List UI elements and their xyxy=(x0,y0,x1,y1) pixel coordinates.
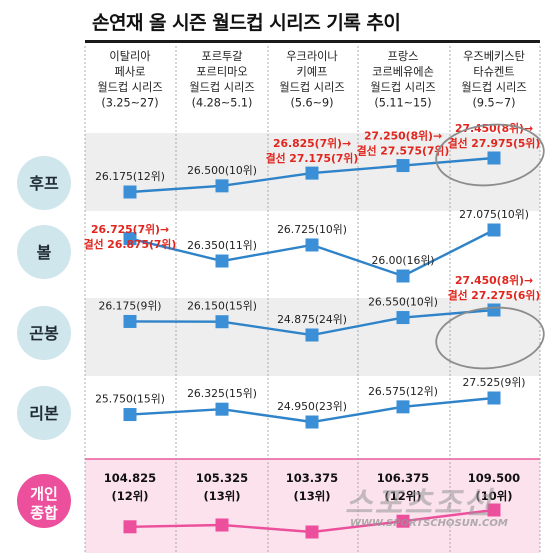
column-header-line: 월드컵 시리즈 xyxy=(189,81,254,94)
data-label: 27.075(10위) xyxy=(459,208,529,221)
data-label: 26.150(15위) xyxy=(187,300,257,313)
series-name-label: 곤봉 xyxy=(29,324,59,343)
data-point-marker xyxy=(396,159,410,173)
data-label: 26.175(9위) xyxy=(98,299,161,312)
data-point-marker xyxy=(396,311,410,325)
series-name-label: 볼 xyxy=(37,243,52,262)
data-label: 27.450(8위)→ xyxy=(455,274,533,287)
total-point-marker xyxy=(487,503,501,517)
watermark-url: WWW.SPORTSCHOSUN.COM xyxy=(350,518,508,529)
column-header-line: 우크라이나 xyxy=(286,50,337,63)
total-rank-label: (12위) xyxy=(111,489,148,503)
data-point-marker xyxy=(215,254,229,268)
data-label: 25.750(15위) xyxy=(95,393,165,406)
data-point-marker xyxy=(305,328,319,342)
highlight-ellipse xyxy=(435,123,545,187)
column-header-line: 프랑스 xyxy=(388,50,419,63)
data-point-marker xyxy=(487,223,501,237)
title-rule xyxy=(85,40,540,43)
watermark-logo: 스포츠조선 xyxy=(345,486,493,521)
total-value-label: 109.500 xyxy=(468,471,520,485)
data-label: 26.575(12위) xyxy=(368,385,438,398)
column-header-line: (3.25~27) xyxy=(101,97,158,110)
column-header-line: 월드컵 시리즈 xyxy=(97,81,162,94)
data-point-marker xyxy=(123,314,137,328)
data-point-marker xyxy=(305,166,319,180)
total-point-marker xyxy=(305,525,319,539)
data-label: 26.325(15위) xyxy=(187,387,257,400)
data-point-marker xyxy=(487,151,501,165)
total-name-label: 개인 xyxy=(30,485,58,503)
column-header-line: 월드컵 시리즈 xyxy=(370,81,435,94)
total-name-circle xyxy=(17,474,71,528)
total-name-label: 종합 xyxy=(30,504,58,522)
highlight-ellipse xyxy=(435,306,545,370)
data-point-marker xyxy=(396,269,410,283)
total-point-marker xyxy=(396,514,410,528)
data-point-marker xyxy=(123,408,137,422)
column-header-line: 코르베유에손 xyxy=(372,66,434,79)
total-rank-label: (13위) xyxy=(203,489,240,503)
series-name-label: 리본 xyxy=(29,404,59,423)
total-value-label: 103.375 xyxy=(286,471,338,485)
total-rank-label: (10위) xyxy=(475,489,512,503)
column-header-line: 타슈켄트 xyxy=(473,66,514,79)
column-header-line: 키예프 xyxy=(297,66,328,79)
column-header-line: (9.5~7) xyxy=(472,97,515,110)
column-header-line: 페사로 xyxy=(115,66,146,79)
data-point-marker xyxy=(123,185,137,199)
data-label: 26.725(10위) xyxy=(277,223,347,236)
data-label: 26.725(7위)→ xyxy=(91,223,169,236)
total-value-label: 104.825 xyxy=(104,471,156,485)
data-point-marker xyxy=(215,315,229,329)
data-point-marker xyxy=(487,391,501,405)
series-line xyxy=(129,228,495,278)
data-label: 26.500(10위) xyxy=(187,164,257,177)
data-point-marker xyxy=(396,400,410,414)
column-header-line: 포르투갈 xyxy=(201,49,242,63)
data-label: 결선 26.875(7위) xyxy=(84,237,177,251)
data-label: 결선 27.575(7위) xyxy=(357,144,450,158)
series-name-circle xyxy=(17,156,71,210)
total-point-marker xyxy=(123,520,137,534)
data-point-marker xyxy=(305,415,319,429)
column-header-line: (5.11~15) xyxy=(374,97,431,110)
data-label: 결선 27.975(5위) xyxy=(448,136,541,150)
chart-title: 손연재 올 시즌 월드컵 시리즈 기록 추이 xyxy=(92,12,401,34)
column-header-line: 우즈베키스탄 xyxy=(463,50,525,63)
column-header-line: (4.28~5.1) xyxy=(192,97,253,110)
data-label: 26.350(11위) xyxy=(187,239,257,252)
data-point-marker xyxy=(305,238,319,252)
data-label: 결선 27.275(6위) xyxy=(448,288,541,302)
column-header-line: (5.6~9) xyxy=(290,97,333,110)
total-rank-label: (12위) xyxy=(384,489,421,503)
total-rank-label: (13위) xyxy=(293,489,330,503)
data-label: 26.175(12위) xyxy=(95,170,165,183)
data-label: 24.875(24위) xyxy=(277,313,347,326)
data-point-marker xyxy=(123,232,137,246)
column-header-line: 이탈리아 xyxy=(109,50,150,63)
column-header-line: 월드컵 시리즈 xyxy=(461,81,526,94)
total-value-label: 106.375 xyxy=(377,471,429,485)
column-header-line: 포르티마오 xyxy=(196,66,247,79)
series-name-label: 후프 xyxy=(29,174,59,193)
total-point-marker xyxy=(215,518,229,532)
data-label: 결선 27.175(7위) xyxy=(266,151,359,165)
series-name-circle xyxy=(17,306,71,360)
total-value-label: 105.325 xyxy=(196,471,248,485)
data-label: 27.250(8위)→ xyxy=(364,130,442,143)
data-label: 26.00(16위) xyxy=(371,254,434,267)
data-label: 26.825(7위)→ xyxy=(273,137,351,150)
data-label: 24.950(23위) xyxy=(277,400,347,413)
series-name-circle xyxy=(17,225,71,279)
column-header-line: 월드컵 시리즈 xyxy=(279,81,344,94)
data-point-marker xyxy=(215,179,229,193)
data-point-marker xyxy=(215,402,229,416)
data-point-marker xyxy=(487,303,501,317)
series-name-circle xyxy=(17,386,71,440)
data-label: 27.525(9위) xyxy=(462,376,525,389)
data-label: 26.550(10위) xyxy=(368,296,438,309)
